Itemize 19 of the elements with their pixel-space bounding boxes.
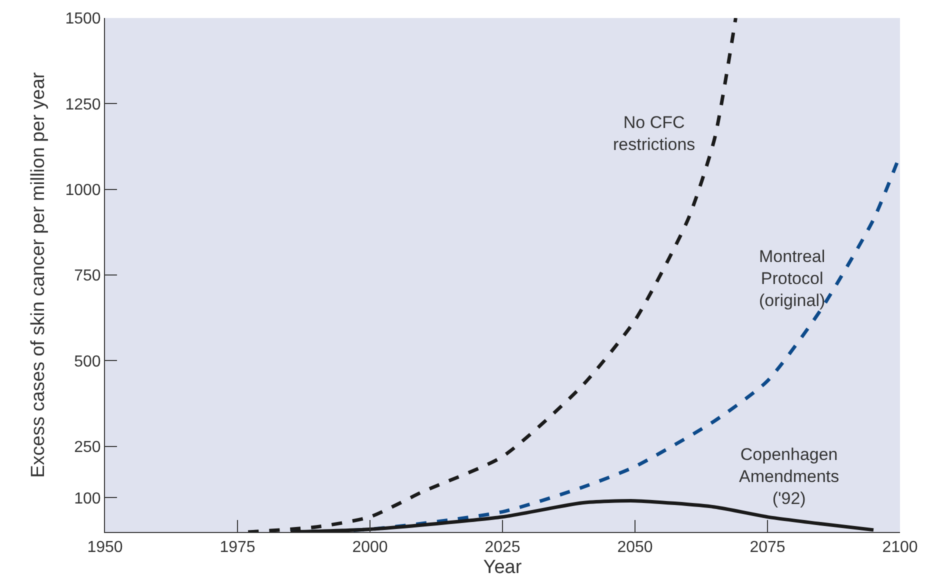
y-tick-label: 100 <box>74 490 101 508</box>
x-tick-label: 1950 <box>87 539 123 556</box>
series-label: Montreal Protocol (original) <box>759 247 826 310</box>
series-label: No CFC restrictions <box>613 113 696 154</box>
x-tick-label: 2100 <box>882 539 918 556</box>
y-tick-label: 1500 <box>65 10 101 28</box>
series-label: Copenhagen Amendments ('92) <box>739 445 840 508</box>
x-tick-label: 2025 <box>484 539 520 556</box>
y-tick-label: 750 <box>74 268 101 285</box>
y-tick-label: 1250 <box>65 96 101 114</box>
x-tick-label: 2075 <box>750 539 786 556</box>
y-tick-label: 250 <box>74 438 101 456</box>
x-tick-label: 2050 <box>617 539 653 556</box>
x-tick-label: 2000 <box>352 539 388 556</box>
y-axis-title: Excess cases of skin cancer per million per year <box>28 72 50 478</box>
y-tick-label: 1000 <box>65 182 101 199</box>
y-tick-label: 500 <box>74 353 101 370</box>
x-axis-title: Year <box>483 557 522 578</box>
x-tick-label: 1975 <box>220 539 256 556</box>
